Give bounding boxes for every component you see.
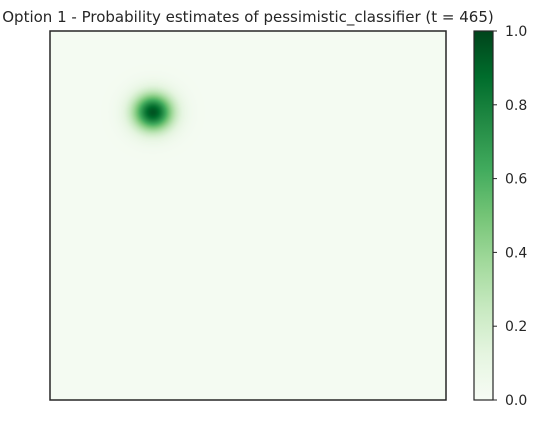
colorbar-tick-label: 1.0: [505, 24, 527, 40]
colorbar-ticks: 0.0 0.2 0.4 0.6 0.8 1.0: [493, 24, 527, 409]
heatmap-image: [50, 31, 446, 400]
chart-title: Option 1 - Probability estimates of pess…: [2, 8, 493, 27]
colorbar-tick-label: 0.6: [505, 172, 527, 188]
colorbar-tick-label: 0.0: [505, 393, 527, 409]
colorbar-frame: [473, 30, 494, 401]
colorbar-tick-label: 0.8: [505, 98, 527, 114]
colorbar-tick-label: 0.2: [505, 319, 527, 335]
colorbar-gradient: [474, 31, 493, 400]
colorbar-tick-label: 0.4: [505, 245, 527, 261]
plot-frame: [49, 30, 447, 401]
